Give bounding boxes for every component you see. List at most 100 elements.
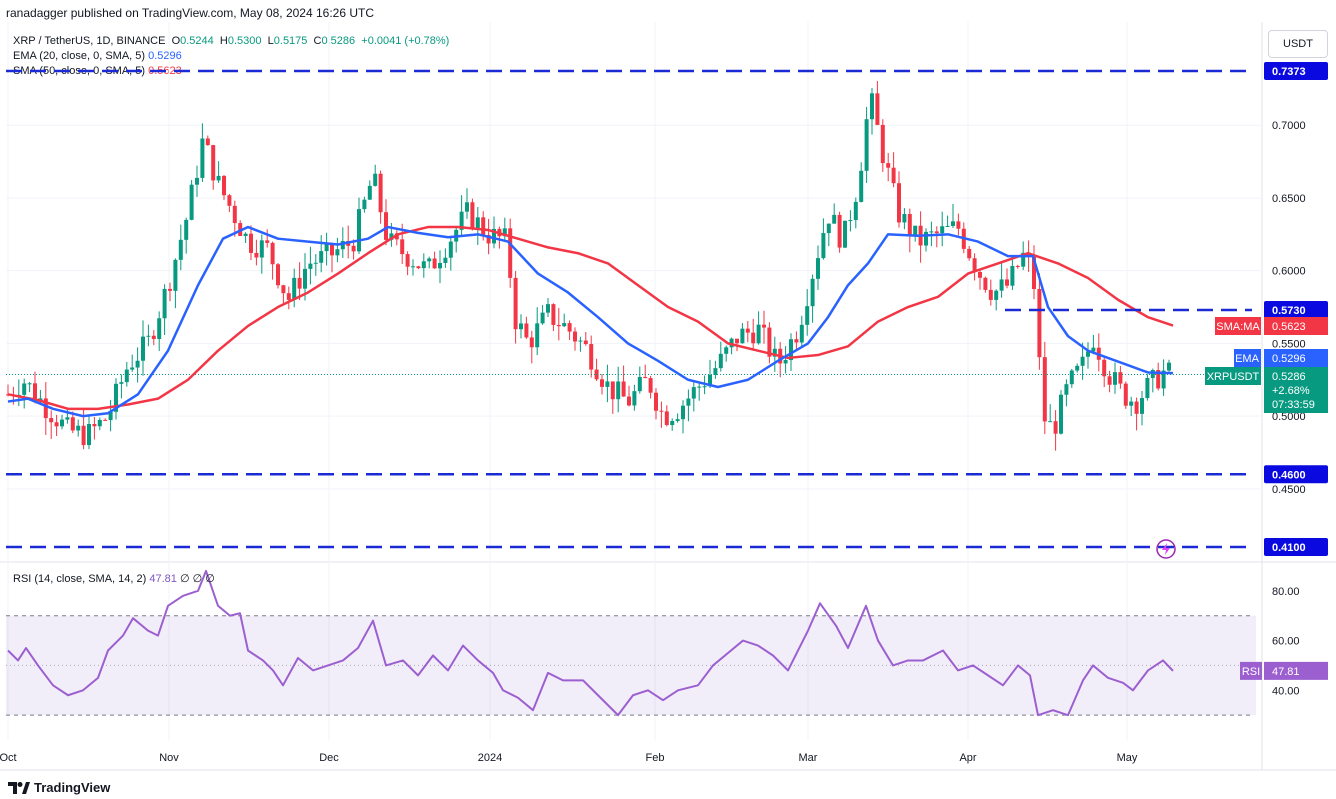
candle-body xyxy=(1086,351,1090,357)
ema-value: 0.5296 xyxy=(1272,353,1306,365)
price-tick-label: 0.5500 xyxy=(1272,338,1306,350)
candle-body xyxy=(276,264,280,286)
candle-body xyxy=(983,277,988,290)
time-tick-label: Apr xyxy=(959,752,976,764)
candle-body xyxy=(43,398,48,419)
candle-body xyxy=(945,225,950,227)
time-tick-label: Dec xyxy=(319,752,339,764)
publisher-header: ranadagger published on TradingView.com,… xyxy=(6,6,375,20)
candle-body xyxy=(324,243,329,252)
rsi-tick-label: 40.00 xyxy=(1272,685,1300,697)
candle-body xyxy=(848,220,853,222)
tradingview-logo-icon xyxy=(8,781,30,794)
candle-body xyxy=(600,379,604,387)
candle-body xyxy=(740,328,745,344)
candle-body xyxy=(184,219,189,240)
lightning-icon[interactable] xyxy=(1156,539,1176,559)
candle-body xyxy=(508,228,513,278)
candle-body xyxy=(259,240,264,258)
candle-body xyxy=(33,383,37,401)
candle-body xyxy=(1150,370,1155,378)
candle-body xyxy=(108,411,113,421)
candle-body xyxy=(648,378,653,393)
price-tick-label: 0.7000 xyxy=(1272,120,1306,132)
candle-body xyxy=(243,233,248,236)
candle-body xyxy=(1134,401,1139,414)
candle-body xyxy=(1010,265,1015,286)
candle-body xyxy=(675,419,680,421)
candle-body xyxy=(265,240,270,243)
candle-body xyxy=(956,221,961,229)
candle-body xyxy=(875,93,880,125)
rsi-value-box xyxy=(1264,661,1328,680)
rsi-legend-extras: ∅ ∅ ∅ xyxy=(179,573,215,585)
candle-body xyxy=(864,119,869,171)
ema-row[interactable]: EMA (20, close, 0, SMA, 5) 0.5296 xyxy=(13,49,449,64)
candle-body xyxy=(65,417,70,420)
candle-body xyxy=(951,221,955,226)
candle-body xyxy=(27,383,32,385)
candle-body xyxy=(195,177,199,185)
candle-body xyxy=(978,271,982,278)
candle-body xyxy=(308,263,313,269)
candle-body xyxy=(330,243,334,256)
candle-body xyxy=(643,376,648,379)
candle-body xyxy=(222,175,226,196)
candle-body xyxy=(535,323,540,348)
rsi-tick-label: 80.00 xyxy=(1272,586,1300,598)
candle-body xyxy=(821,233,826,259)
candle-body xyxy=(745,328,750,333)
candle-body xyxy=(551,304,556,325)
candle-body xyxy=(81,425,86,446)
sma-value-box xyxy=(1264,317,1328,335)
candle-body xyxy=(832,214,837,224)
candle-body xyxy=(1032,256,1036,290)
candle-body xyxy=(1037,289,1042,358)
candle-body xyxy=(286,293,291,300)
candle-body xyxy=(227,195,232,206)
symbol-label[interactable]: XRP / TetherUS, 1D, BINANCE xyxy=(13,35,166,47)
ema-value-box xyxy=(1264,349,1328,367)
candle-body xyxy=(216,175,221,181)
level-label-box xyxy=(1264,62,1328,80)
candle-body xyxy=(929,231,934,233)
candle-body xyxy=(843,220,847,248)
candle-body xyxy=(772,348,777,357)
candle-body xyxy=(610,381,615,400)
currency-button[interactable]: USDT xyxy=(1268,30,1328,58)
candle-body xyxy=(994,290,999,300)
candle-body xyxy=(340,240,345,250)
candle-body xyxy=(438,262,442,269)
level-label: 0.4100 xyxy=(1272,542,1306,554)
candle-body xyxy=(988,289,993,300)
ohlc-row: XRP / TetherUS, 1D, BINANCE O0.5244 H0.5… xyxy=(13,34,449,49)
tradingview-brand[interactable]: TradingView xyxy=(34,780,111,795)
candle-body xyxy=(1091,347,1096,352)
candle-body xyxy=(891,167,896,184)
candle-body xyxy=(76,425,81,431)
candle-body xyxy=(254,252,259,258)
candle-body xyxy=(659,410,664,412)
candle-body xyxy=(448,241,453,258)
rsi-legend[interactable]: RSI (14, close, SMA, 14, 2) 47.81 ∅ ∅ ∅ xyxy=(13,572,215,585)
candle-body xyxy=(1075,365,1080,371)
candle-body xyxy=(546,304,550,313)
countdown: 07:33:59 xyxy=(1272,399,1315,411)
candle-body xyxy=(292,277,297,300)
candle-body xyxy=(751,332,756,344)
candle-body xyxy=(92,424,97,427)
candle-body xyxy=(1042,357,1047,422)
ema-line xyxy=(7,225,1174,418)
level-label-box xyxy=(1264,538,1328,556)
candle-body xyxy=(1080,356,1085,366)
candle-body xyxy=(443,257,448,263)
candle-body xyxy=(432,258,437,269)
candle-body xyxy=(141,336,145,361)
rsi-pane: 40.00 60.00 80.00 RSI 47.81 xyxy=(6,569,1328,717)
candle-body xyxy=(767,327,772,357)
ema-tag-box xyxy=(1234,349,1261,367)
symbol-tag-box xyxy=(1205,367,1261,385)
candle-body xyxy=(789,339,793,361)
low-label: L xyxy=(267,35,274,47)
